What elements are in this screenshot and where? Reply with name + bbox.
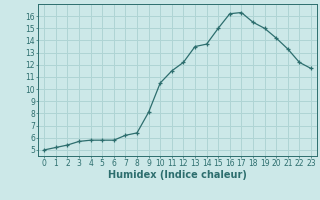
X-axis label: Humidex (Indice chaleur): Humidex (Indice chaleur) [108, 170, 247, 180]
